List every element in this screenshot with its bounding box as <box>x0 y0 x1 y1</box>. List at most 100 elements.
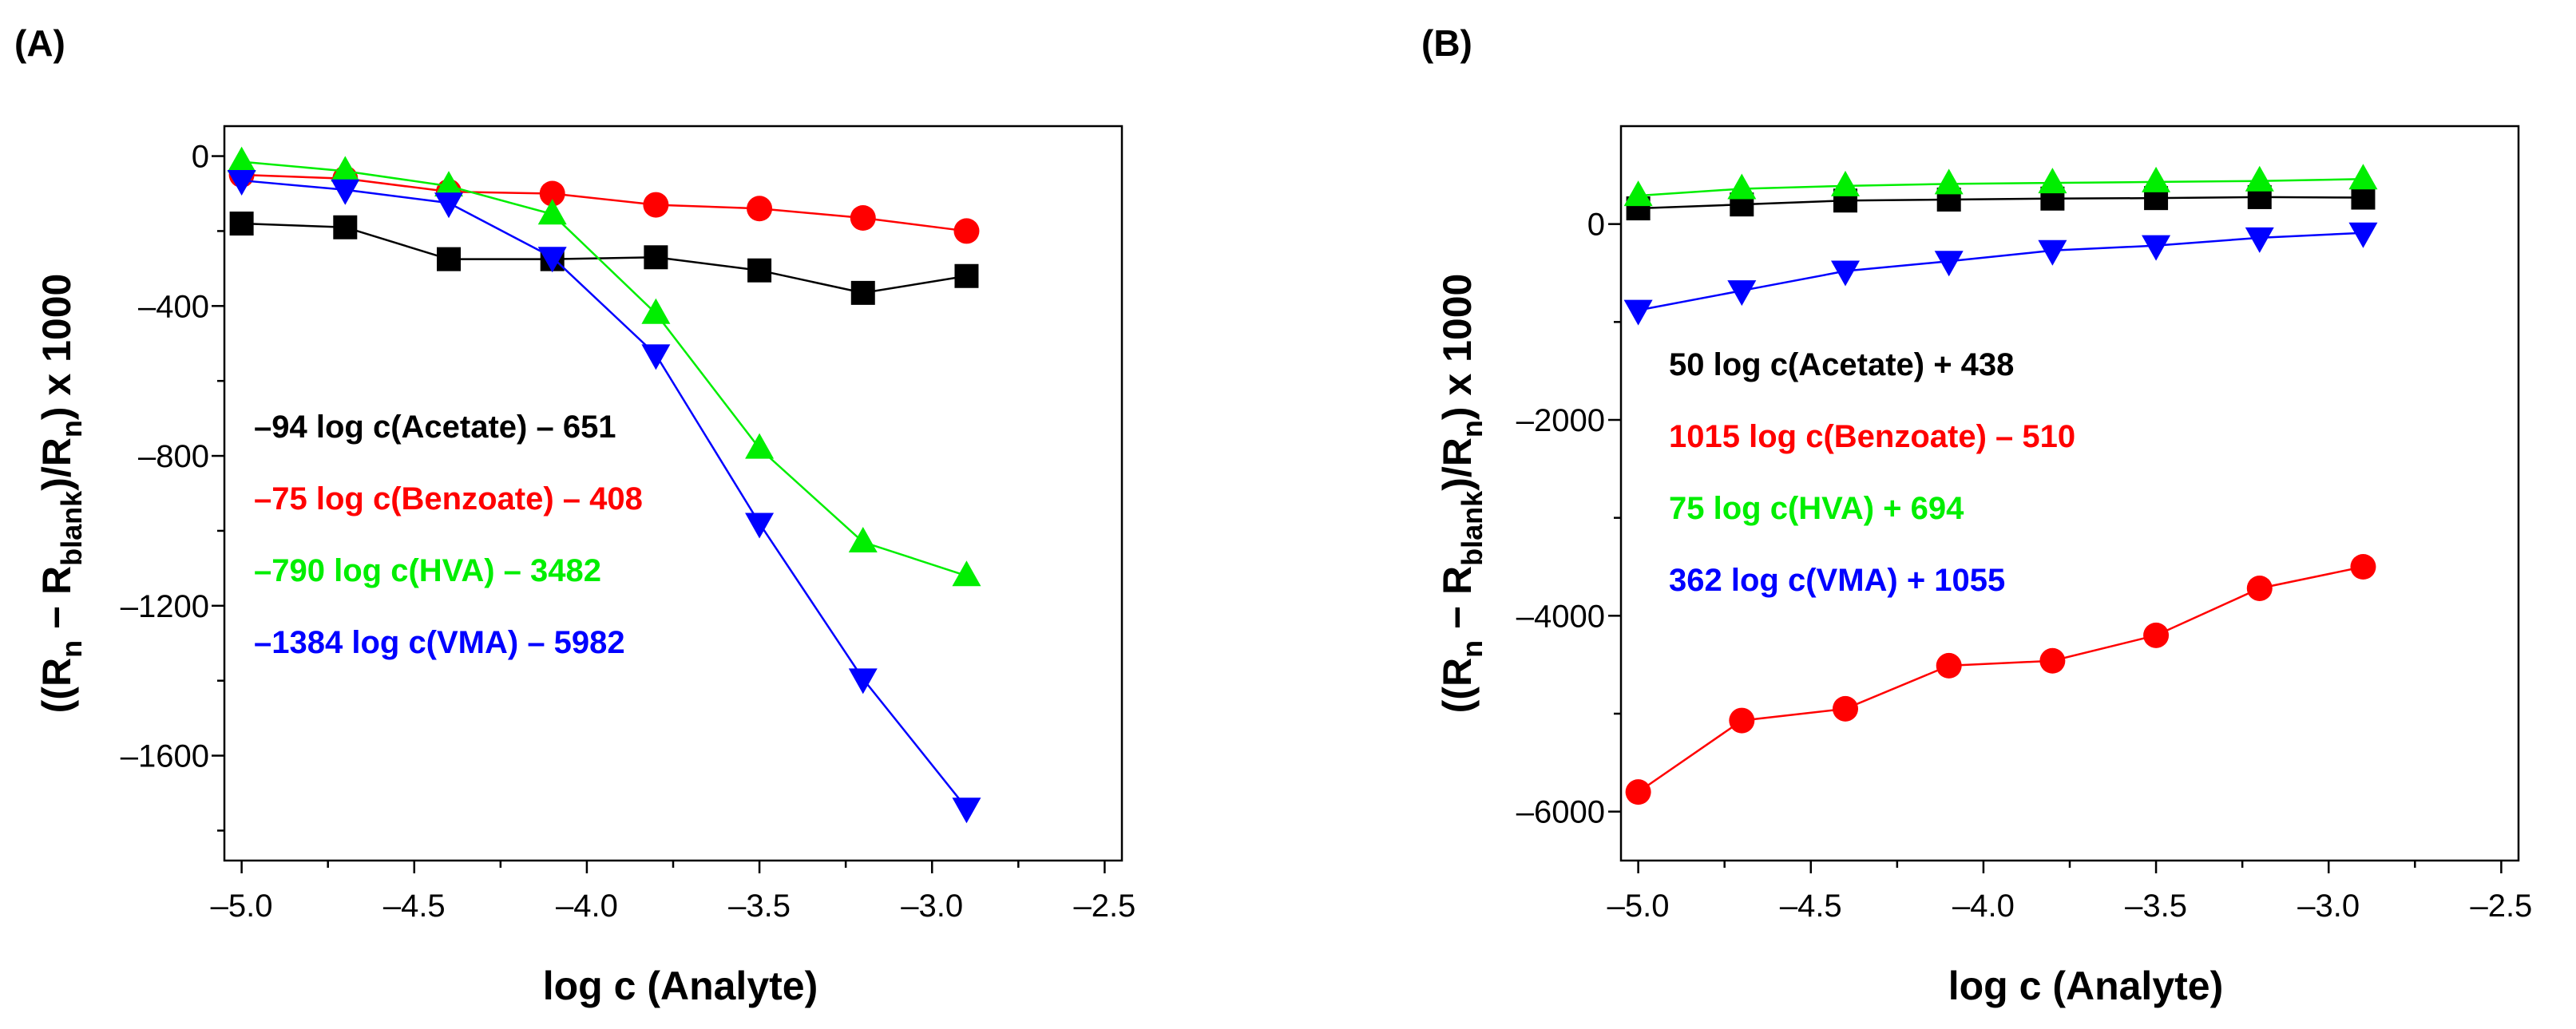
panel-b-x-tick-label: –4.5 <box>1780 889 1842 924</box>
panel-a-line-hva <box>241 160 967 577</box>
panel-b-y-title-part: − R <box>1435 566 1480 640</box>
panel-a-point-benzoate <box>643 192 669 218</box>
panel-b-series-vma <box>1623 222 2378 326</box>
panel-a-equation-benzoate: –75 log c(Benzoate) – 408 <box>254 481 643 516</box>
panel-a-equation-acetate: –94 log c(Acetate) – 651 <box>254 410 616 445</box>
panel-b-x-tick-label: –4.0 <box>1952 889 2015 924</box>
panel-b-point-vma <box>1831 260 1860 287</box>
panel-b-equation-vma: 362 log c(VMA) + 1055 <box>1669 563 2005 598</box>
panel-a-line-benzoate <box>241 173 967 232</box>
panel-a-point-hva <box>641 298 671 324</box>
panel-b-point-benzoate <box>1729 707 1755 734</box>
panel-b-y-title-subscript: n <box>1456 640 1488 658</box>
panel-b-point-benzoate <box>2039 647 2066 674</box>
panel-b-point-vma <box>1623 299 1653 326</box>
panel-a-x-tick-label: –3.5 <box>728 889 791 924</box>
panel-a-point-benzoate <box>953 218 980 244</box>
panel-b-line-acetate <box>1638 196 2364 210</box>
panel-a-point-hva <box>434 171 463 197</box>
panel-a-point-acetate <box>229 212 254 236</box>
panel-a-y-title-subscript: n <box>55 420 88 437</box>
panel-b-x-axis-title: log c (Analyte) <box>1948 964 2223 1008</box>
panel-a-point-vma <box>952 797 981 824</box>
panel-a-y-title-part: )/R <box>34 437 79 491</box>
panel-a-point-vma <box>848 668 878 695</box>
panel-b-series-benzoate <box>1625 554 2376 805</box>
panel-b-point-hva <box>1727 173 1757 200</box>
panel-b-x-tick-label: –3.0 <box>2297 889 2360 924</box>
panel-b-y-title-part: ) x 1000 <box>1435 274 1480 420</box>
panel-b-point-acetate <box>2351 185 2376 210</box>
panel-a-point-hva <box>848 527 878 553</box>
panel-b-equation-hva: 75 log c(HVA) + 694 <box>1669 491 1964 526</box>
panel-b-point-hva <box>2348 164 2378 190</box>
panel-b-point-benzoate <box>1625 779 1651 805</box>
panel-a-point-hva <box>952 560 981 587</box>
panel-a-point-hva <box>745 433 775 459</box>
panel-a-equation-hva: –790 log c(HVA) – 3482 <box>254 553 601 588</box>
panel-a-y-tick-label: –800 <box>138 439 209 474</box>
panel-b-point-hva <box>1831 170 1860 196</box>
panel-b-y-title-part: )/R <box>1435 437 1480 491</box>
panel-b-line-vma <box>1638 232 2364 311</box>
panel-b-series-hva <box>1623 164 2378 207</box>
panel-a-point-acetate <box>333 215 358 239</box>
panel-b-line-hva <box>1638 177 2364 197</box>
panel-b-y-title-part: ((R <box>1435 658 1480 713</box>
panel-a-point-vma <box>641 344 671 370</box>
panel-b-equation-benzoate: 1015 log c(Benzoate) – 510 <box>1669 419 2075 454</box>
panel-a-point-benzoate <box>747 196 773 222</box>
panel-a-y-tick-label: –1200 <box>121 589 209 624</box>
panel-a-point-vma <box>434 192 463 219</box>
panel-b-point-benzoate <box>2143 622 2170 648</box>
panel-a-series-hva <box>227 146 981 587</box>
panel-a-series-acetate <box>229 212 979 305</box>
panel-a-point-acetate <box>437 247 461 271</box>
panel-a-point-vma <box>537 247 567 273</box>
panel-a-x-tick-label: –2.5 <box>1073 889 1135 924</box>
panel-b-chart: (B) –5.0 –4.5 –4.0 –3.5 –3.0 –2.5 0 –2000 –4000 –6… <box>1421 22 2532 1008</box>
panel-a-x-tick-label: –4.0 <box>556 889 618 924</box>
panel-b-point-benzoate <box>2350 554 2376 580</box>
panel-a-y-title-subscript: n <box>55 640 88 658</box>
panel-a-line-vma <box>241 179 968 809</box>
panel-a-point-acetate <box>850 280 875 305</box>
panel-a-series-vma <box>227 170 981 824</box>
panel-b-point-vma <box>2348 222 2378 248</box>
panel-b-point-benzoate <box>1936 652 1962 679</box>
panel-b-point-benzoate <box>1833 695 1858 722</box>
panel-a-point-hva <box>537 199 567 225</box>
panel-b-y-tick-label: –6000 <box>1516 795 1605 830</box>
panel-b-y-tick-label: –4000 <box>1516 599 1605 634</box>
panel-a-x-axis-title: log c (Analyte) <box>543 964 818 1008</box>
panel-a-point-vma <box>331 179 360 205</box>
panel-a-y-tick-label: 0 <box>192 140 209 175</box>
panel-a-point-benzoate <box>539 180 565 207</box>
panel-a-line-acetate <box>241 222 967 295</box>
panel-b-point-vma <box>2038 239 2067 266</box>
panel-b-y-title-subscript: blank <box>1456 490 1488 566</box>
panel-b-equation-acetate: 50 log c(Acetate) + 438 <box>1669 347 2014 382</box>
panel-a-point-hva <box>331 156 360 182</box>
panel-a-y-title-part: ) x 1000 <box>34 274 79 420</box>
panel-b-label: (B) <box>1421 22 1472 64</box>
panel-b-point-hva <box>2142 166 2171 192</box>
panel-a-point-benzoate <box>850 205 876 231</box>
panel-b-point-hva <box>2038 168 2067 194</box>
panel-a-point-acetate <box>747 258 772 283</box>
panel-a-y-tick-label: –1600 <box>121 739 209 774</box>
panel-a-y-axis-title: ((Rn − Rblank)/Rn) x 1000 <box>34 274 88 714</box>
panel-a-point-hva <box>227 146 256 172</box>
panel-b-x-tick-label: –5.0 <box>1607 889 1670 924</box>
panel-a-x-tick-label: –4.5 <box>383 889 446 924</box>
panel-b-y-tick-label: 0 <box>1587 208 1605 243</box>
panel-b-point-hva <box>2245 165 2274 192</box>
panel-b-x-tick-label: –3.5 <box>2125 889 2187 924</box>
panel-b-point-vma <box>1727 280 1757 307</box>
panel-a-y-title-part: − R <box>34 566 79 640</box>
panel-b-point-hva <box>1934 168 1964 195</box>
panel-b-point-vma <box>2142 235 2171 261</box>
panel-a-equation-vma: –1384 log c(VMA) – 5982 <box>254 625 625 660</box>
panel-b-point-vma <box>2245 227 2274 253</box>
panel-a-chart: (A) –5.0 –4.5 –4.0 –3.5 –3.0 –2.5 0 –400 –800 –120… <box>14 22 1135 1008</box>
